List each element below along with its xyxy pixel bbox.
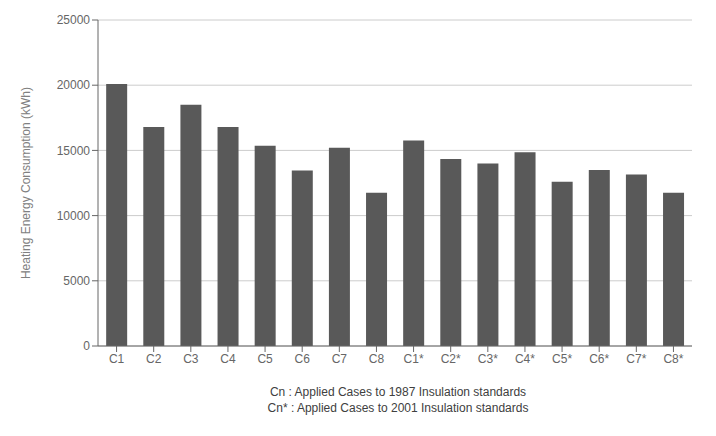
- svg-text:C5: C5: [257, 352, 273, 366]
- svg-text:C8: C8: [369, 352, 385, 366]
- svg-text:C2: C2: [146, 352, 162, 366]
- svg-text:C3*: C3*: [478, 352, 498, 366]
- svg-text:C6*: C6*: [589, 352, 609, 366]
- svg-text:C4*: C4*: [515, 352, 535, 366]
- svg-text:C4: C4: [220, 352, 236, 366]
- svg-text:Heating Energy Consumption (kW: Heating Energy Consumption (kWh): [19, 87, 33, 279]
- svg-text:C5*: C5*: [552, 352, 572, 366]
- svg-text:C8*: C8*: [663, 352, 683, 366]
- svg-text:5000: 5000: [63, 274, 90, 288]
- svg-text:20000: 20000: [57, 78, 91, 92]
- svg-text:C2*: C2*: [441, 352, 461, 366]
- svg-text:C6: C6: [295, 352, 311, 366]
- svg-text:0: 0: [83, 339, 90, 353]
- svg-text:25000: 25000: [57, 13, 91, 27]
- html-text:Cn : Applied Cases to 1987 Ins: Cn : Applied Cases to 1987 Insulation st…: [269, 385, 527, 399]
- svg-text:C1*: C1*: [404, 352, 424, 366]
- html-text:Cn* : Applied Cases to 2001 In: Cn* : Applied Cases to 2001 Insulation s…: [267, 401, 529, 415]
- svg-text:10000: 10000: [57, 209, 91, 223]
- svg-text:C3: C3: [183, 352, 199, 366]
- svg-text:C7*: C7*: [626, 352, 646, 366]
- svg-text:C1: C1: [109, 352, 125, 366]
- svg-text:15000: 15000: [57, 144, 91, 158]
- svg-text:C7: C7: [332, 352, 348, 366]
